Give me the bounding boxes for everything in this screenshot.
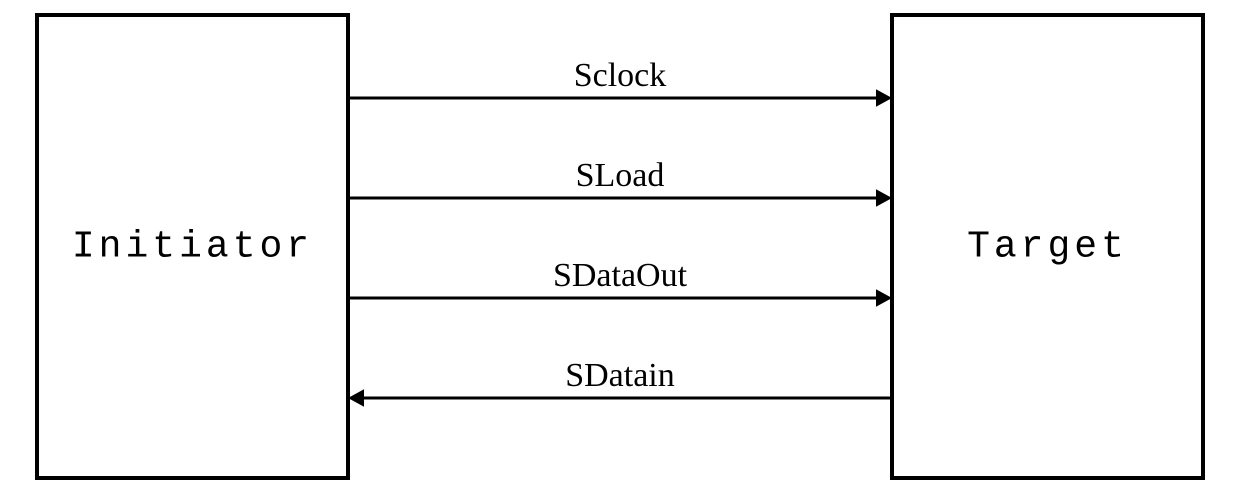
diagram-canvas: Initiator Target Sclock SLoad SDataOut SDatai… <box>0 0 1240 503</box>
sdatain-label: SDatain <box>565 357 675 394</box>
target-label: Target <box>967 226 1128 269</box>
sdataout-signal: SDataOut <box>348 257 892 307</box>
sdataout-label: SDataOut <box>553 257 688 294</box>
target-node: Target <box>892 15 1203 478</box>
sclock-label: Sclock <box>574 57 667 94</box>
sload-label: SLoad <box>576 157 665 194</box>
sload-arrowhead <box>876 189 892 207</box>
initiator-label: Initiator <box>72 226 313 269</box>
sload-signal: SLoad <box>348 157 892 207</box>
sdataout-arrowhead <box>876 289 892 307</box>
sclock-signal: Sclock <box>348 57 892 107</box>
initiator-node: Initiator <box>37 15 348 478</box>
sdatain-signal: SDatain <box>348 357 892 407</box>
sdatain-arrowhead <box>348 389 364 407</box>
sclock-arrowhead <box>876 89 892 107</box>
